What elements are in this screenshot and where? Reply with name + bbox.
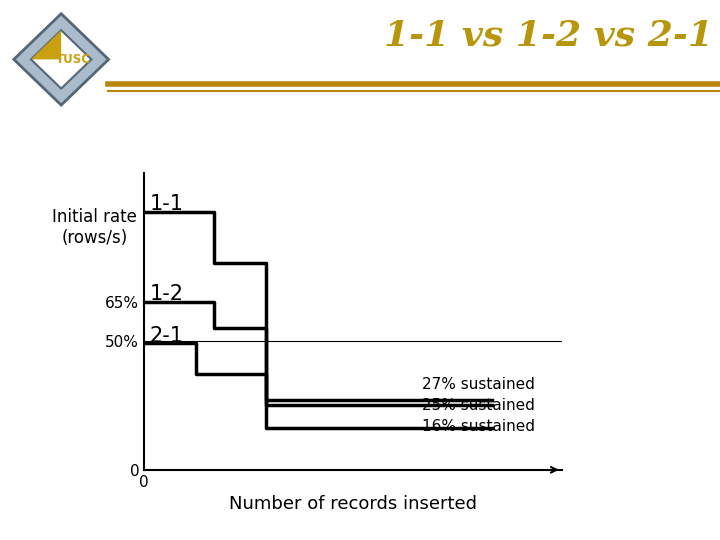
Text: 2-1: 2-1 xyxy=(149,326,183,346)
Polygon shape xyxy=(31,30,91,89)
X-axis label: Number of records inserted: Number of records inserted xyxy=(229,495,477,513)
Text: 1-2: 1-2 xyxy=(149,284,183,304)
Text: Initial rate
(rows/s): Initial rate (rows/s) xyxy=(52,208,137,247)
Polygon shape xyxy=(31,30,61,59)
Text: 16% sustained: 16% sustained xyxy=(423,420,536,435)
Text: TUSC: TUSC xyxy=(55,53,91,66)
Text: 25% sustained: 25% sustained xyxy=(423,398,535,413)
Text: 1-1: 1-1 xyxy=(149,194,183,214)
Polygon shape xyxy=(14,14,109,105)
Text: 1-1 vs 1-2 vs 2-1: 1-1 vs 1-2 vs 2-1 xyxy=(384,19,713,53)
Text: 27% sustained: 27% sustained xyxy=(423,377,535,393)
